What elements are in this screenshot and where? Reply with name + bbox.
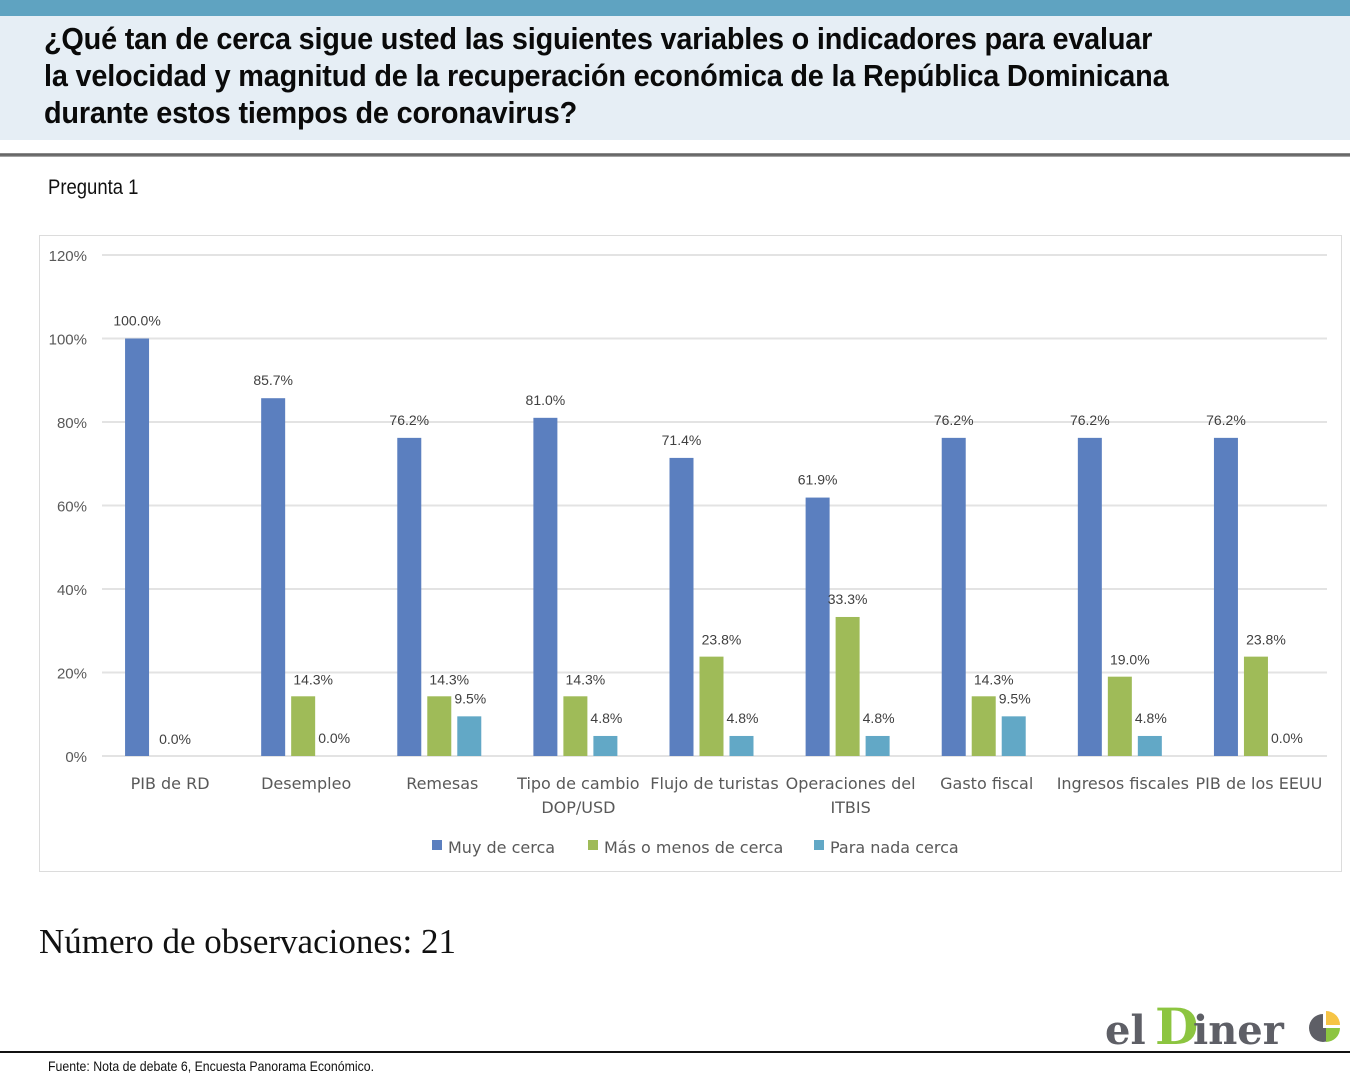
bar-para-nada	[593, 735, 618, 756]
bar-para-nada	[865, 735, 890, 756]
data-label: 81.0%	[526, 392, 566, 408]
data-label: 61.9%	[798, 472, 838, 488]
data-label: 19.0%	[1110, 652, 1150, 668]
data-label: 14.3%	[293, 671, 333, 687]
question-label: Pregunta 1	[48, 176, 139, 199]
bar-para-nada	[729, 735, 754, 756]
bar-mas-o-menos	[1243, 656, 1268, 756]
header-divider	[0, 153, 1350, 157]
legend-swatch	[814, 840, 824, 850]
title-line-1: ¿Qué tan de cerca sigue usted las siguie…	[44, 21, 1153, 56]
title-line-2: la velocidad y magnitud de la recuperaci…	[44, 58, 1169, 93]
bar-muy-de-cerca	[397, 437, 422, 756]
data-label: 23.8%	[1246, 632, 1286, 648]
x-category-label: Operaciones del	[786, 774, 916, 793]
y-tick-label: 20%	[57, 666, 87, 683]
y-tick-label: 40%	[57, 582, 87, 599]
page-title: ¿Qué tan de cerca sigue usted las siguie…	[44, 20, 1244, 131]
bar-mas-o-menos	[1107, 676, 1132, 756]
chart-frame	[39, 235, 1342, 872]
data-label: 76.2%	[934, 412, 974, 428]
data-label: 76.2%	[1070, 412, 1110, 428]
legend-swatch	[432, 840, 442, 850]
bar-muy-de-cerca	[669, 457, 694, 756]
eldinero-logo: el D iner	[1105, 1002, 1340, 1052]
legend-label: Para nada cerca	[830, 838, 959, 857]
bar-mas-o-menos	[699, 656, 724, 756]
bar-mas-o-menos	[971, 696, 996, 756]
data-label: 100.0%	[113, 313, 160, 329]
data-label: 33.3%	[828, 591, 868, 607]
y-tick-label: 0%	[65, 749, 87, 766]
x-category-label: Flujo de turistas	[650, 774, 778, 793]
x-category-label: PIB de RD	[131, 774, 210, 793]
bar-muy-de-cerca	[1077, 437, 1102, 756]
data-label: 4.8%	[863, 710, 895, 726]
data-label: 0.0%	[159, 731, 191, 747]
bar-muy-de-cerca	[941, 437, 966, 756]
y-tick-label: 100%	[49, 332, 87, 349]
title-line-3: durante estos tiempos de coronavirus?	[44, 95, 578, 130]
data-label: 23.8%	[702, 632, 742, 648]
bar-para-nada	[1137, 735, 1162, 756]
y-tick-label: 120%	[49, 248, 87, 265]
logo-text-el: el	[1105, 1007, 1146, 1052]
data-label: 4.8%	[727, 710, 759, 726]
x-category-label: ITBIS	[830, 798, 870, 817]
x-category-label: Tipo de cambio	[516, 774, 639, 793]
legend-label: Más o menos de cerca	[604, 838, 783, 857]
header-banner	[0, 16, 1350, 140]
logo-text-d: D	[1155, 1002, 1198, 1052]
x-category-label: PIB de los EEUU	[1196, 774, 1323, 793]
bar-muy-de-cerca	[805, 497, 830, 756]
bar-muy-de-cerca	[533, 417, 558, 756]
y-tick-label: 80%	[57, 415, 87, 432]
data-label: 14.3%	[566, 671, 606, 687]
data-label: 71.4%	[662, 432, 702, 448]
bar-mas-o-menos	[835, 616, 860, 756]
pie-chart-icon	[1309, 1011, 1340, 1042]
data-label: 4.8%	[1135, 710, 1167, 726]
bar-muy-de-cerca	[1213, 437, 1238, 756]
data-label: 76.2%	[389, 412, 429, 428]
x-category-label: DOP/USD	[541, 798, 615, 817]
bar-mas-o-menos	[291, 696, 316, 756]
header-top-strip	[0, 0, 1350, 16]
data-label: 9.5%	[454, 690, 486, 706]
data-label: 85.7%	[253, 372, 293, 388]
data-label: 14.3%	[974, 671, 1014, 687]
x-category-label: Ingresos fiscales	[1057, 774, 1189, 793]
bar-muy-de-cerca	[125, 338, 150, 756]
legend-label: Muy de cerca	[448, 838, 555, 857]
x-category-label: Remesas	[406, 774, 478, 793]
data-label: 14.3%	[429, 671, 469, 687]
bar-mas-o-menos	[427, 696, 452, 756]
logo-text-iner: iner	[1193, 1007, 1285, 1052]
data-label: 76.2%	[1206, 412, 1246, 428]
y-tick-label: 60%	[57, 499, 87, 516]
observations-count: Número de observaciones: 21	[39, 922, 456, 961]
legend-swatch	[588, 840, 598, 850]
bar-para-nada	[457, 716, 482, 756]
bar-muy-de-cerca	[261, 398, 286, 756]
bar-mas-o-menos	[563, 696, 588, 756]
data-label: 0.0%	[318, 730, 350, 746]
data-label: 0.0%	[1271, 730, 1303, 746]
bar-para-nada	[1001, 716, 1026, 756]
data-label: 9.5%	[999, 690, 1031, 706]
x-category-label: Gasto fiscal	[940, 774, 1033, 793]
data-label: 4.8%	[590, 710, 622, 726]
source-note: Fuente: Nota de debate 6, Encuesta Panor…	[48, 1058, 374, 1074]
footer-divider	[0, 1051, 1350, 1053]
x-category-label: Desempleo	[261, 774, 351, 793]
